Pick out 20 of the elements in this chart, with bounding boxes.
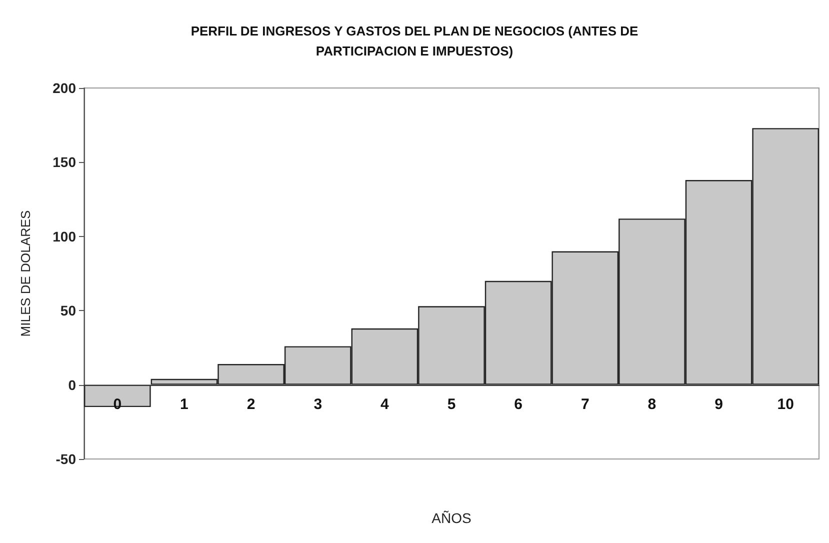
- x-tick-label: 3: [314, 396, 322, 413]
- y-tick-label: 150: [52, 154, 76, 170]
- y-tick-label: 50: [60, 302, 76, 319]
- y-tick-label: 100: [52, 228, 76, 244]
- y-tick-label: 0: [68, 376, 76, 393]
- y-axis-title: MILES DE DOLARES: [18, 210, 33, 337]
- x-tick-label: 1: [180, 396, 188, 413]
- bar: [84, 384, 151, 408]
- x-tick-label: 9: [714, 396, 723, 413]
- y-tick-label: 200: [52, 80, 76, 96]
- x-tick-label: 8: [648, 396, 656, 413]
- chart-title: PERFIL DE INGRESOS Y GASTOS DEL PLAN DE NEGOCIOS (ANTES DE PARTICIPACION E IMPUESTOS): [190, 24, 639, 58]
- x-tick-label: 10: [777, 396, 794, 413]
- x-axis-title: AÑOS: [432, 510, 472, 526]
- y-tick-label: -50: [56, 451, 76, 467]
- x-tick-label: 7: [580, 396, 590, 413]
- x-tick-label: 4: [380, 396, 390, 413]
- x-tick-label: 2: [246, 396, 256, 413]
- x-tick-label: 5: [447, 396, 456, 413]
- x-tick-label: 6: [514, 396, 522, 413]
